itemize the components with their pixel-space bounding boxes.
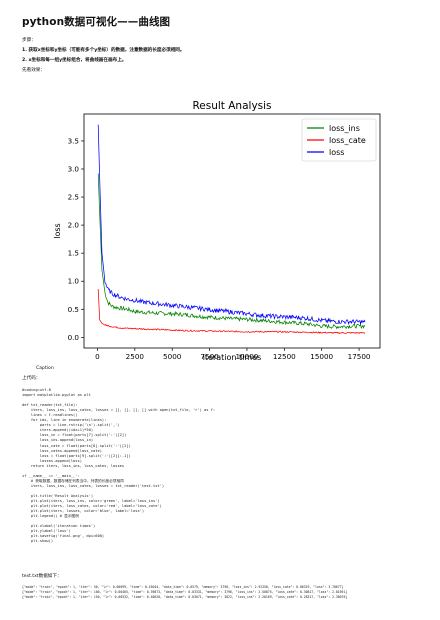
- y-tick-label-4: 2.0: [68, 221, 80, 230]
- y-tick-label-2: 1.0: [68, 277, 80, 286]
- steps-label: 步骤：: [22, 38, 36, 43]
- y-tick-label-1: 0.5: [68, 305, 79, 314]
- code-block: #coding=utf-8 import matplotlib.pyplot a…: [22, 388, 216, 544]
- legend-label-loss: loss: [329, 148, 344, 157]
- y-tick-label-7: 3.5: [68, 136, 79, 145]
- series-line-loss_cate: [97, 289, 366, 334]
- x-tick-label-6: 15000: [310, 352, 333, 361]
- x-axis-label: iteration times: [203, 353, 262, 362]
- legend-label-loss_ins: loss_ins: [329, 124, 360, 133]
- y-axis-label: loss: [53, 223, 62, 238]
- y-tick-label-5: 2.5: [68, 193, 79, 202]
- data-label: test.txt数据如下：: [22, 574, 62, 579]
- series-line-loss_ins: [97, 173, 366, 330]
- x-tick-label-3: 7500: [200, 352, 219, 361]
- x-tick-label-0: 0: [95, 352, 100, 361]
- log-line-1: {"mode": "train", "epoch": 1, "iter": 50…: [22, 585, 344, 589]
- loss-chart: Result Analysis 0 2500 5000 7500 10000 12500 1…: [53, 100, 381, 362]
- x-tick-label-1: 2500: [126, 352, 145, 361]
- x-tick-label-4: 10000: [236, 352, 259, 361]
- legend-box: [301, 118, 377, 162]
- x-tick-label-7: 17500: [348, 352, 371, 361]
- plot-frame: [83, 113, 381, 349]
- legend-label-loss_cate: loss_cate: [329, 136, 366, 145]
- y-tick-label-0: 0.0: [68, 333, 80, 342]
- step-1: 1. 获取x坐标和y坐标（可能有多个y坐标）的数据，注意数据的长度必须相同。: [22, 48, 185, 53]
- log-line-2: {"mode": "train", "epoch": 1, "iter": 10…: [22, 590, 348, 594]
- y-tick-label-6: 3.0: [68, 164, 80, 173]
- x-tick-label-5: 12500: [273, 352, 296, 361]
- step-2: 2. x坐标和每一组y坐标组合，将曲线画在画布上。: [22, 58, 127, 63]
- series-line-loss: [97, 124, 366, 326]
- log-line-3: {"mode": "train", "epoch": 1, "iter": 15…: [22, 595, 348, 599]
- doc-title: python数据可视化——曲线图: [22, 16, 171, 28]
- y-tick-label-3: 1.5: [68, 249, 79, 258]
- effect-label: 先看效果：: [22, 68, 45, 73]
- figure-caption: Caption: [36, 366, 54, 371]
- x-tick-label-2: 5000: [163, 352, 182, 361]
- chart-title: Result Analysis: [192, 100, 271, 112]
- code-label: 上代码：: [22, 376, 41, 381]
